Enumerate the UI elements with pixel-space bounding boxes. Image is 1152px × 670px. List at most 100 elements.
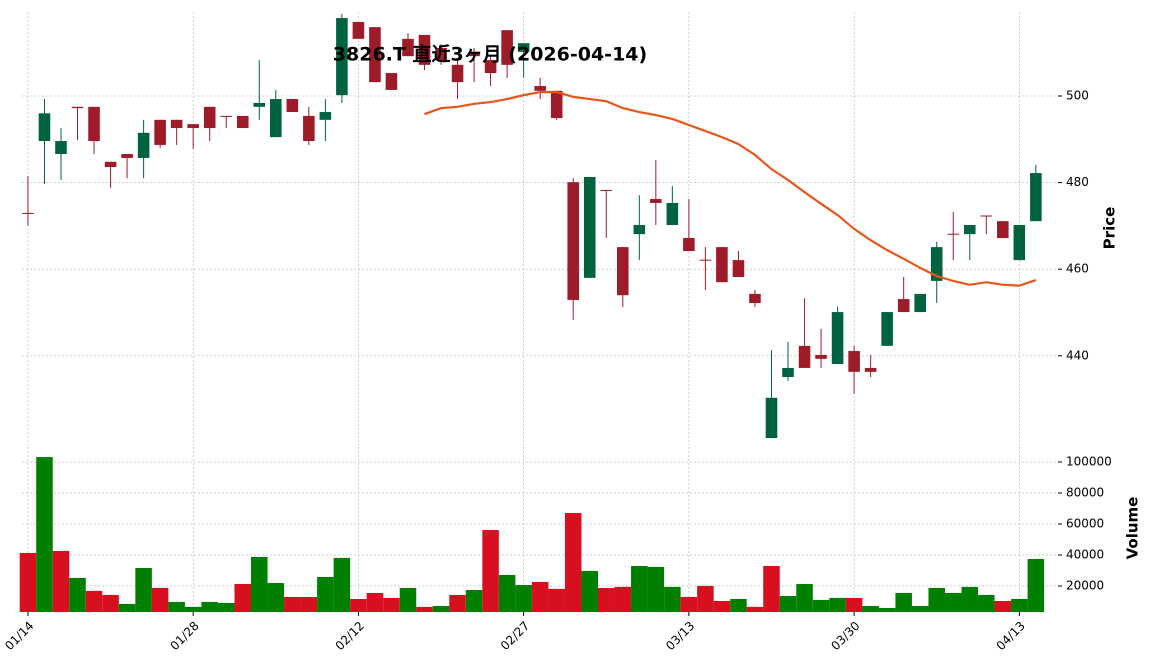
volume-bar — [366, 592, 384, 612]
candle-body — [137, 132, 150, 158]
volume-tick-label: 40000 — [1066, 547, 1104, 561]
volume-bar — [548, 588, 565, 612]
volume-axis-label: Volume — [1124, 497, 1142, 560]
candle-body — [154, 119, 166, 145]
candle-body — [104, 161, 117, 168]
y-tick-label: 500 — [1066, 89, 1089, 103]
candle-body — [517, 43, 530, 52]
volume-bar — [961, 586, 979, 612]
volume-bar — [102, 594, 119, 612]
volume-bar — [482, 530, 499, 612]
volume-bar — [184, 606, 202, 612]
candle-body — [88, 106, 100, 142]
x-tick-label: 03/30 — [828, 619, 862, 653]
candle-body — [666, 202, 679, 226]
candle-body — [831, 312, 844, 365]
volume-bar — [680, 596, 698, 612]
volume-bar — [498, 574, 516, 612]
volume-bar — [779, 596, 797, 612]
volume-bar — [664, 586, 681, 612]
volume-tick-label: 80000 — [1066, 486, 1104, 500]
volume-bar — [399, 587, 417, 612]
candle-body — [220, 115, 233, 117]
volume-bar — [432, 605, 450, 612]
volume-bar — [746, 606, 764, 612]
candle-body — [897, 299, 910, 313]
volume-bar — [52, 550, 70, 612]
volume-bar — [19, 552, 37, 612]
volume-bar — [829, 597, 846, 612]
y-tick-label: 460 — [1066, 262, 1089, 276]
volume-tick-label: 20000 — [1066, 578, 1104, 592]
volume-bar — [994, 601, 1012, 612]
candle-body — [418, 34, 431, 65]
candle-body — [716, 247, 728, 283]
volume-bar — [284, 596, 301, 612]
y-tick-label: 480 — [1066, 175, 1089, 189]
candle-body — [71, 106, 84, 109]
volume-bar — [416, 606, 433, 612]
candle-body — [583, 176, 596, 278]
volume-bar — [515, 585, 532, 612]
chart-title: 3826.T 直近3ヶ月 (2026-04-14) — [333, 43, 647, 66]
candle-body — [55, 141, 67, 155]
candle-body — [369, 27, 381, 83]
candle-body — [203, 106, 216, 129]
candle-body — [567, 182, 579, 300]
candle-body — [170, 119, 183, 129]
x-tick-label: 02/27 — [498, 619, 532, 653]
candle-body — [782, 367, 794, 378]
volume-bar — [647, 566, 665, 612]
candle-body — [534, 86, 546, 91]
volume-tick-label: 100000 — [1066, 455, 1112, 469]
volume-bar — [449, 594, 466, 612]
y-axis-label: Price — [1101, 207, 1119, 250]
candle-body — [236, 115, 249, 129]
x-tick-label: 02/12 — [333, 619, 367, 653]
candle-body — [616, 247, 629, 296]
volume-bar — [581, 570, 598, 612]
candle-body — [683, 238, 695, 252]
candle-body — [550, 90, 563, 119]
volume-bar — [168, 601, 185, 612]
candle-body — [484, 60, 497, 74]
volume-bar — [763, 565, 780, 612]
volume-bar — [928, 587, 945, 612]
volume-bar — [350, 598, 367, 612]
volume-bar — [862, 605, 879, 612]
candle-body — [385, 73, 398, 90]
volume-bar — [895, 592, 912, 612]
volume-bar — [333, 557, 351, 612]
volume-bar — [151, 587, 169, 612]
x-tick-label: 01/28 — [167, 619, 201, 653]
volume-bar — [69, 577, 86, 612]
x-tick-label: 01/14 — [2, 619, 36, 653]
candle-body — [319, 112, 332, 120]
candle-body — [765, 397, 778, 439]
volume-bar — [713, 601, 731, 612]
candle-body — [451, 64, 464, 83]
candle-body — [121, 154, 133, 158]
moving-average-line — [424, 91, 1037, 287]
volume-bar — [697, 585, 714, 612]
candle-body — [22, 212, 34, 214]
volume-bar — [845, 597, 863, 612]
volume-bar — [465, 590, 483, 612]
volume-bar — [135, 568, 152, 612]
candle-body — [798, 345, 811, 368]
volume-bar — [978, 594, 995, 612]
candle-body — [352, 21, 365, 39]
volume-bar — [730, 598, 747, 612]
candle-body — [997, 221, 1009, 239]
x-tick-label: 03/13 — [663, 619, 697, 653]
volume-bar — [234, 583, 252, 612]
x-tick-label: 04/13 — [994, 619, 1028, 653]
volume-bar — [267, 583, 285, 612]
candle-body — [864, 367, 877, 372]
volume-bar — [911, 605, 929, 612]
candle-body — [749, 293, 761, 303]
candle-body — [1030, 173, 1042, 222]
volume-bar — [631, 565, 648, 612]
candle-body — [38, 113, 51, 142]
